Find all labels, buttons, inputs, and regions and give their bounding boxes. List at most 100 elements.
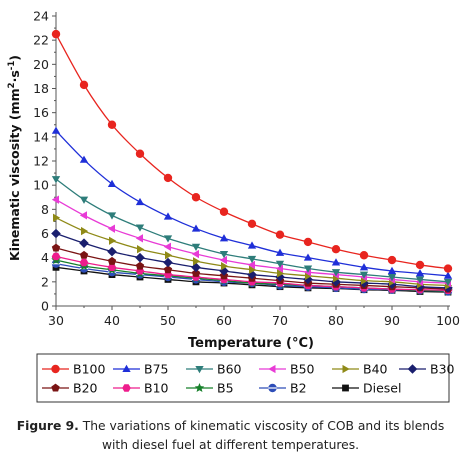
figure-caption: Figure 9. The variations of kinematic vi…	[0, 417, 461, 455]
data-point-b30	[51, 228, 61, 239]
data-point-b50	[219, 255, 227, 265]
data-point-b100	[331, 245, 341, 254]
legend-label-b60: B60	[217, 362, 242, 377]
legend-marker-b10	[122, 384, 131, 392]
data-point-b20	[135, 261, 145, 270]
legend-marker-b60	[195, 366, 204, 374]
data-point-b40	[193, 257, 201, 266]
data-point-b75	[275, 248, 285, 256]
data-point-b60	[247, 255, 257, 264]
x-tick-label: 50	[160, 313, 176, 328]
legend-item-b60: B60	[186, 362, 242, 377]
data-point-b75	[443, 271, 453, 279]
x-tick-label: 40	[104, 313, 120, 328]
data-point-b75	[415, 269, 425, 277]
data-point-b60	[443, 278, 453, 287]
data-point-b40	[81, 226, 89, 236]
data-point-b30	[107, 246, 117, 257]
data-point-b75	[247, 241, 257, 249]
data-point-b10	[51, 252, 61, 261]
x-tick-label: 100	[436, 313, 460, 328]
y-tick-label: 12	[33, 154, 49, 169]
y-tick-label: 6	[41, 226, 49, 241]
data-point-b50	[135, 234, 143, 243]
data-point-b75	[191, 224, 201, 232]
legend-label-b30: B30	[430, 362, 455, 377]
data-point-b50	[191, 249, 199, 259]
data-point-b30	[191, 262, 201, 273]
x-tick-label: 90	[384, 313, 400, 328]
legend-marker-diesel	[342, 384, 349, 392]
data-point-b50	[163, 242, 171, 251]
data-point-b50	[107, 224, 115, 233]
data-point-b75	[359, 263, 369, 271]
data-point-b40	[277, 269, 285, 278]
data-point-b40	[109, 236, 117, 245]
legend-label-b75: B75	[144, 362, 168, 377]
data-point-b60	[51, 176, 61, 184]
legend-marker-b50	[268, 364, 276, 374]
legend-item-b20: B20	[42, 381, 98, 396]
data-point-b60	[135, 224, 145, 232]
data-point-b60	[219, 251, 229, 259]
data-point-b100	[107, 120, 117, 129]
data-point-b30	[303, 274, 313, 285]
data-point-b75	[387, 266, 397, 274]
legend-label-b2: B2	[290, 381, 307, 396]
legend-label-diesel: Diesel	[363, 381, 401, 396]
y-tick-label: 14	[33, 129, 49, 144]
data-point-b75	[79, 155, 89, 163]
legend: B100 B75 B60 B50 B40 B30 B20 B10 B5 B2 Diesel	[36, 353, 455, 403]
data-point-b50	[51, 195, 59, 204]
data-point-b75	[163, 212, 173, 220]
caption-lead: Figure 9.	[16, 419, 79, 433]
data-point-b100	[443, 264, 453, 273]
data-point-b30	[163, 257, 173, 268]
data-point-b75	[135, 197, 145, 206]
legend-marker-b20	[51, 383, 60, 392]
data-point-b100	[163, 173, 173, 183]
y-tick-label: 2	[41, 274, 49, 289]
legend-item-b10: B10	[113, 381, 169, 396]
y-tick-label: 18	[33, 81, 49, 96]
legend-label-b100: B100	[73, 362, 105, 377]
data-point-b40	[249, 265, 257, 274]
data-point-b60	[359, 271, 369, 279]
series-line-b75	[55, 130, 449, 277]
series-b75	[51, 126, 453, 279]
data-point-b75	[331, 258, 341, 266]
legend-box	[36, 353, 450, 403]
data-point-b20	[191, 268, 201, 277]
data-point-b100	[275, 230, 285, 239]
data-point-b100	[135, 149, 145, 158]
legend-marker-b2	[268, 383, 277, 393]
data-point-b100	[191, 193, 201, 202]
data-point-b20	[163, 265, 173, 274]
data-point-b60	[163, 235, 173, 243]
data-point-b100	[51, 29, 61, 39]
legend-marker-b40	[342, 364, 350, 374]
legend-label-b40: B40	[363, 362, 388, 377]
data-point-b75	[51, 126, 61, 134]
data-point-b20	[51, 243, 61, 252]
data-point-b75	[107, 179, 117, 187]
data-point-b20	[79, 250, 89, 259]
data-point-b100	[415, 260, 425, 270]
data-point-b20	[107, 256, 117, 265]
y-tick-label: 24	[33, 9, 49, 24]
legend-item-b75: B75	[113, 362, 168, 377]
x-tick-label: 80	[328, 313, 344, 328]
legend-marker-b100	[51, 364, 60, 374]
data-point-b50	[247, 260, 255, 270]
data-point-b100	[387, 255, 397, 265]
legend-item-b2: B2	[259, 381, 307, 396]
caption-line-1: The variations of kinematic viscosity of…	[78, 419, 445, 433]
caption-line-2: with diesel fuel at different temperatur…	[101, 438, 360, 452]
legend-item-b40: B40	[332, 362, 388, 377]
legend-item-b30: B30	[399, 362, 455, 377]
data-point-b100	[247, 219, 257, 229]
data-point-b60	[387, 274, 397, 282]
data-point-b40	[221, 261, 229, 271]
x-tick-label: 60	[216, 313, 232, 328]
